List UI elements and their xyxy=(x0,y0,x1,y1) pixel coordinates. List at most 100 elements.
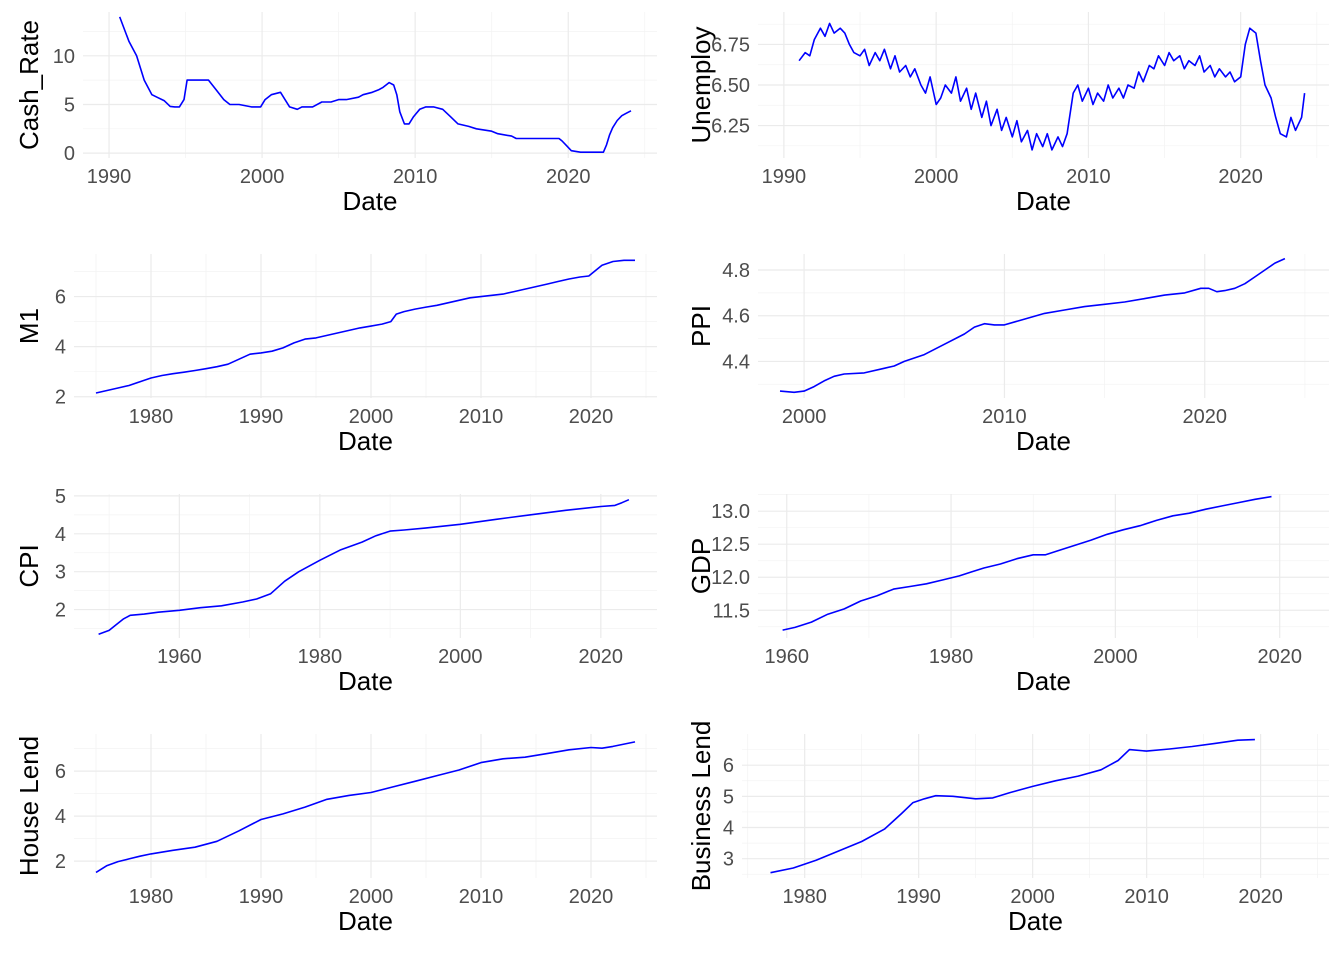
x-tick-label: 1990 xyxy=(896,886,941,908)
y-axis-title: CPI xyxy=(14,544,44,587)
y-tick-label: 6.25 xyxy=(711,116,750,138)
house-lend-chart: 1980 1990 2000 2010 2020 2 4 6 Date House Lend xyxy=(14,734,657,936)
y-tick-label: 5 xyxy=(55,486,66,508)
x-tick-label: 2000 xyxy=(1010,886,1055,908)
x-tick-label: 2020 xyxy=(1218,166,1263,188)
x-tick-label: 2020 xyxy=(1183,406,1228,428)
y-tick-label: 4.4 xyxy=(722,351,750,373)
cash-rate-chart: 1990 2000 2010 2020 0 5 10 Date Cash_Rate xyxy=(14,12,657,216)
m1-chart: 1980 1990 2000 2010 2020 2 4 6 Date M1 xyxy=(14,254,657,456)
y-axis-title: Business Lend xyxy=(686,721,716,892)
y-tick-label: 2 xyxy=(55,851,66,873)
panel-cash-rate: 1990 2000 2010 2020 0 5 10 Date Cash_Rate xyxy=(0,0,672,240)
y-axis-title: PPI xyxy=(686,305,716,347)
y-tick-label: 6.50 xyxy=(711,75,750,97)
cash-rate-series-line xyxy=(118,16,632,153)
m1-series-line xyxy=(95,259,635,394)
y-tick-label: 2 xyxy=(55,600,66,622)
panel-house-lend: 1980 1990 2000 2010 2020 2 4 6 Date House Lend xyxy=(0,720,672,960)
cpi-series-line xyxy=(98,498,630,635)
panel-unemploy: 1990 2000 2010 2020 6.25 6.50 6.75 Date Unemploy xyxy=(672,0,1344,240)
x-tick-label: 2020 xyxy=(579,646,624,668)
x-tick-label: 1980 xyxy=(129,406,174,428)
y-tick-label: 4 xyxy=(55,524,66,546)
house-lend-series-line xyxy=(95,741,636,874)
unemploy-chart: 1990 2000 2010 2020 6.25 6.50 6.75 Date Unemploy xyxy=(686,12,1329,216)
y-tick-label: 12.5 xyxy=(711,534,750,556)
x-axis-title: Date xyxy=(343,186,398,216)
x-axis-title: Date xyxy=(338,666,393,696)
x-tick-label: 2000 xyxy=(240,166,285,188)
y-tick-label: 6 xyxy=(723,755,734,777)
gdp-series-line xyxy=(782,495,1272,631)
business-lend-chart: 1980 1990 2000 2010 2020 3 4 5 6 Date Business Len… xyxy=(686,721,1329,936)
ppi-series-line xyxy=(779,257,1286,394)
x-axis-title: Date xyxy=(1016,666,1071,696)
gdp-chart: 1960 1980 2000 2020 11.5 12.0 12.5 13.0 Date GDP xyxy=(686,494,1329,696)
x-tick-label: 2000 xyxy=(782,406,827,428)
y-axis-title: Cash_Rate xyxy=(14,20,44,150)
panel-business-lend: 1980 1990 2000 2010 2020 3 4 5 6 Date Business Len… xyxy=(672,720,1344,960)
y-tick-label: 6 xyxy=(55,287,66,309)
business-lend-series-line xyxy=(770,738,1255,874)
y-tick-label: 4 xyxy=(55,337,66,359)
x-tick-label: 2000 xyxy=(349,406,394,428)
y-tick-label: 2 xyxy=(55,387,66,409)
x-axis-title: Date xyxy=(338,426,393,456)
x-axis-title: Date xyxy=(1008,906,1063,936)
x-tick-label: 2020 xyxy=(546,166,591,188)
y-tick-label: 0 xyxy=(64,143,75,165)
x-tick-label: 2000 xyxy=(914,166,959,188)
panel-cpi: 1960 1980 2000 2020 2 3 4 5 Date CPI xyxy=(0,480,672,720)
panel-m1: 1980 1990 2000 2010 2020 2 4 6 Date M1 xyxy=(0,240,672,480)
x-tick-label: 1980 xyxy=(929,646,974,668)
y-tick-label: 10 xyxy=(53,46,75,68)
y-tick-label: 4 xyxy=(723,818,734,840)
y-tick-label: 3 xyxy=(723,849,734,871)
x-tick-label: 2020 xyxy=(569,886,614,908)
y-tick-label: 5 xyxy=(64,94,75,116)
x-tick-label: 2000 xyxy=(1093,646,1138,668)
y-axis-title: Unemploy xyxy=(686,26,716,143)
x-tick-label: 2020 xyxy=(569,406,614,428)
y-tick-label: 5 xyxy=(723,786,734,808)
panel-gdp: 1960 1980 2000 2020 11.5 12.0 12.5 13.0 Date GDP xyxy=(672,480,1344,720)
x-tick-label: 1960 xyxy=(157,646,202,668)
y-tick-label: 4 xyxy=(55,806,66,828)
y-tick-label: 12.0 xyxy=(711,567,750,589)
x-tick-label: 1990 xyxy=(87,166,132,188)
x-axis-title: Date xyxy=(338,906,393,936)
x-tick-label: 2010 xyxy=(459,886,504,908)
y-axis-title: House Lend xyxy=(14,736,44,876)
unemploy-series-line xyxy=(798,22,1306,151)
y-tick-label: 6.75 xyxy=(711,34,750,56)
x-tick-label: 2010 xyxy=(459,406,504,428)
x-tick-label: 2010 xyxy=(393,166,438,188)
x-tick-label: 2020 xyxy=(1238,886,1283,908)
x-tick-label: 1990 xyxy=(239,406,284,428)
y-tick-label: 13.0 xyxy=(711,501,750,523)
y-axis-title: M1 xyxy=(14,308,44,344)
x-tick-label: 2000 xyxy=(349,886,394,908)
cpi-chart: 1960 1980 2000 2020 2 3 4 5 Date CPI xyxy=(14,486,657,696)
x-tick-label: 1980 xyxy=(129,886,174,908)
ppi-chart: 2000 2010 2020 4.4 4.6 4.8 Date PPI xyxy=(686,254,1329,456)
x-tick-label: 1990 xyxy=(239,886,284,908)
x-axis-title: Date xyxy=(1016,426,1071,456)
panel-ppi: 2000 2010 2020 4.4 4.6 4.8 Date PPI xyxy=(672,240,1344,480)
y-axis-title: GDP xyxy=(686,538,716,594)
y-tick-label: 6 xyxy=(55,761,66,783)
y-tick-label: 4.6 xyxy=(722,306,750,328)
x-tick-label: 1990 xyxy=(762,166,807,188)
x-tick-label: 2010 xyxy=(982,406,1027,428)
y-tick-label: 3 xyxy=(55,562,66,584)
x-tick-label: 1980 xyxy=(782,886,827,908)
x-tick-label: 2010 xyxy=(1066,166,1111,188)
x-tick-label: 2010 xyxy=(1124,886,1169,908)
x-tick-label: 1980 xyxy=(298,646,343,668)
y-tick-label: 4.8 xyxy=(722,260,750,282)
x-tick-label: 1960 xyxy=(765,646,810,668)
x-tick-label: 2000 xyxy=(438,646,483,668)
x-axis-title: Date xyxy=(1016,186,1071,216)
x-tick-label: 2020 xyxy=(1257,646,1302,668)
